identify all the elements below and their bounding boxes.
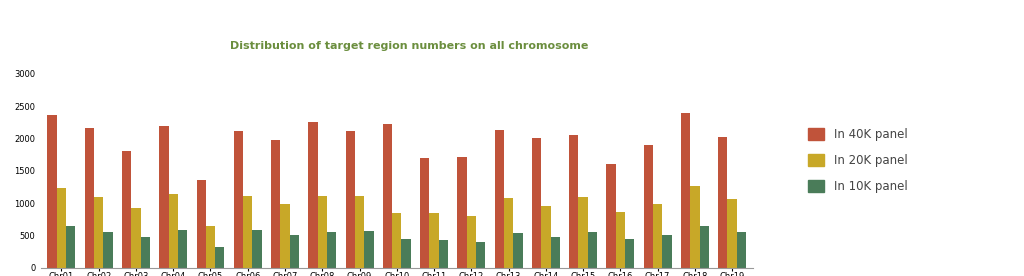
Bar: [467, 216, 476, 268]
Bar: [495, 130, 504, 268]
Bar: [290, 235, 299, 268]
Bar: [699, 226, 709, 268]
Bar: [327, 232, 336, 268]
Bar: [47, 115, 56, 268]
Bar: [365, 231, 374, 268]
Bar: [215, 247, 224, 268]
Bar: [569, 135, 579, 268]
Bar: [690, 186, 699, 268]
Bar: [317, 196, 327, 268]
Bar: [681, 113, 690, 268]
Bar: [122, 152, 131, 268]
Bar: [345, 131, 355, 268]
Bar: [625, 239, 634, 268]
Text: Distribution of target region numbers on all chromosome: Distribution of target region numbers on…: [230, 41, 589, 51]
Bar: [551, 237, 560, 268]
Bar: [438, 240, 449, 268]
Bar: [737, 232, 746, 268]
Bar: [579, 197, 588, 268]
Bar: [67, 226, 76, 268]
Bar: [401, 239, 411, 268]
Bar: [56, 188, 67, 268]
Bar: [160, 126, 169, 268]
Bar: [383, 124, 392, 268]
Bar: [718, 137, 727, 268]
Bar: [103, 232, 113, 268]
Bar: [429, 213, 438, 268]
Bar: [94, 197, 103, 268]
Bar: [615, 212, 625, 268]
Bar: [131, 208, 140, 268]
Bar: [504, 198, 513, 268]
Bar: [140, 237, 150, 268]
Bar: [197, 180, 206, 268]
Bar: [206, 226, 215, 268]
Bar: [606, 164, 615, 268]
Text: The distribution of markers across the genome: The distribution of markers across the g…: [253, 9, 771, 28]
Bar: [392, 213, 401, 268]
Bar: [308, 122, 317, 268]
Bar: [542, 206, 551, 268]
Bar: [513, 233, 522, 268]
Bar: [355, 196, 365, 268]
Bar: [420, 158, 429, 268]
Bar: [243, 196, 252, 268]
Bar: [85, 128, 94, 268]
Bar: [178, 230, 187, 268]
Bar: [252, 230, 262, 268]
Bar: [169, 194, 178, 268]
Legend: In 40K panel, In 20K panel, In 10K panel: In 40K panel, In 20K panel, In 10K panel: [799, 118, 916, 202]
Bar: [727, 199, 737, 268]
Bar: [531, 139, 542, 268]
Bar: [588, 232, 597, 268]
Bar: [663, 235, 672, 268]
Bar: [271, 140, 281, 268]
Bar: [653, 205, 663, 268]
Bar: [476, 242, 485, 268]
Bar: [458, 156, 467, 268]
Bar: [644, 145, 653, 268]
Bar: [233, 131, 243, 268]
Bar: [281, 205, 290, 268]
